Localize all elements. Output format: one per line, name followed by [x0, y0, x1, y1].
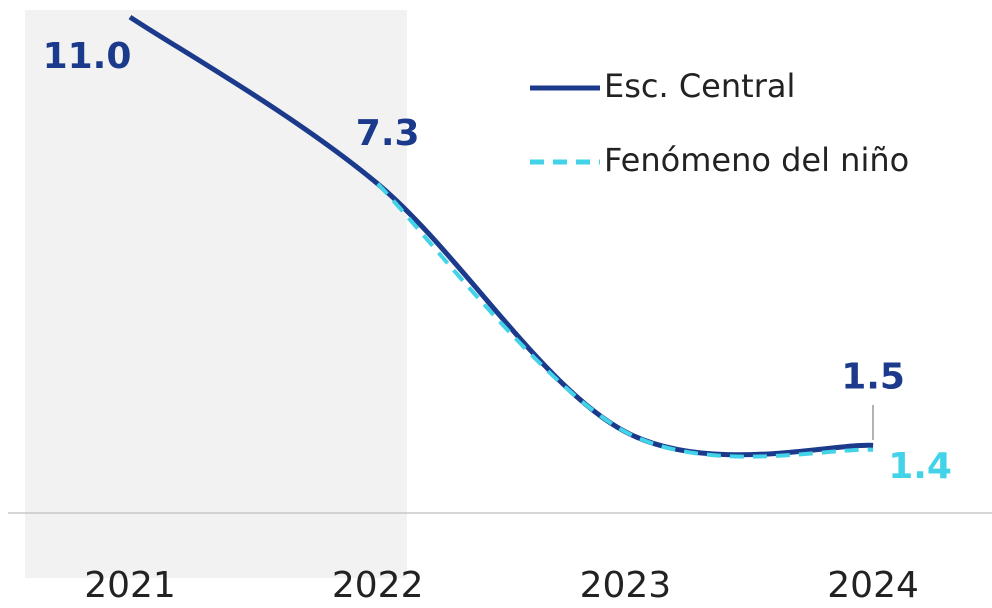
series-line — [128, 14, 874, 458]
legend-label: Fenómeno del niño — [604, 141, 909, 179]
series-line — [376, 182, 874, 459]
data-label: 1.4 — [888, 446, 952, 487]
x-tick-label: 2024 — [827, 565, 919, 606]
x-tick-label: 2022 — [332, 565, 424, 606]
data-label: 11.0 — [43, 36, 132, 77]
history-shade — [25, 10, 407, 578]
x-tick-label: 2021 — [84, 565, 176, 606]
legend-label: Esc. Central — [604, 67, 795, 105]
x-tick-label: 2023 — [580, 565, 672, 606]
data-label: 7.3 — [356, 113, 420, 154]
data-label: 1.5 — [841, 356, 905, 397]
